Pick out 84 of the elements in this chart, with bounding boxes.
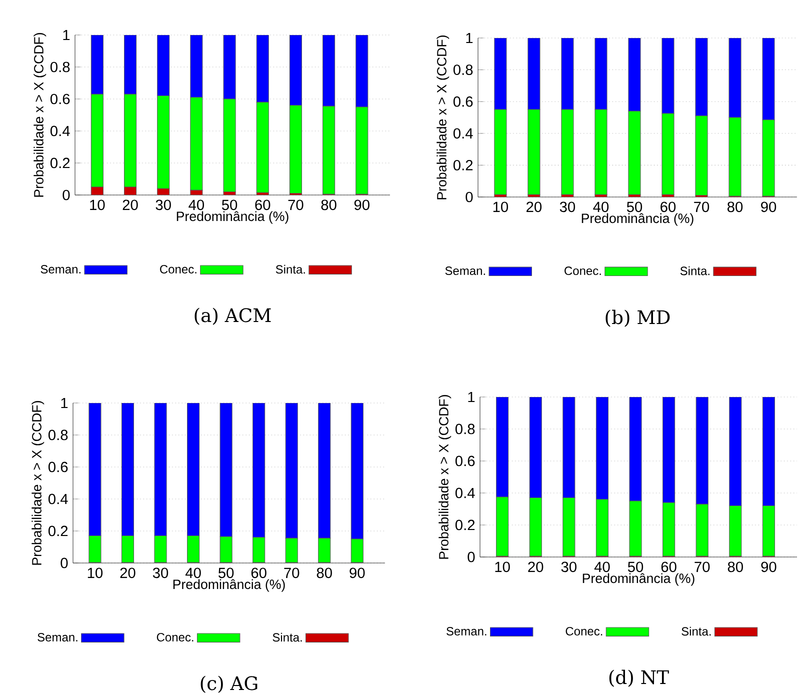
y-tick-label: 0.4 — [48, 494, 68, 504]
y-tick-label: 0.8 — [453, 64, 473, 75]
x-tick-label: 90 — [350, 568, 365, 578]
y-tick-label: 1 — [61, 398, 68, 408]
x-tick-label: 90 — [761, 202, 776, 212]
x-tick-label: 70 — [694, 202, 710, 212]
y-tick-label: 0 — [60, 558, 68, 568]
x-tick-label: 90 — [761, 562, 776, 572]
y-tick-label: 0.8 — [50, 62, 70, 72]
x-tick-label: 50 — [218, 568, 234, 578]
x-tick-label: 80 — [316, 568, 332, 578]
x-tick-label: 80 — [321, 200, 336, 210]
y-tick-label: 0.6 — [455, 456, 475, 466]
y-tick-label: 1 — [468, 392, 475, 402]
y-tick-label: 0.6 — [48, 462, 68, 472]
text: (b) MD — [606, 310, 670, 327]
y-tick-label: 0.6 — [453, 96, 473, 107]
y-tick-label: 1 — [466, 32, 473, 44]
x-tick-label: 40 — [594, 562, 610, 572]
x-tick-label: 40 — [593, 202, 609, 212]
x-tick-label: 10 — [88, 568, 103, 578]
x-tick-label: 90 — [354, 200, 370, 210]
legend-label: Conec. — [566, 626, 602, 636]
y-axis-title: Probabilidade x > X (CCDF) — [438, 395, 452, 559]
legend-label: Seman. — [446, 626, 486, 636]
y-tick-label: 0.2 — [453, 160, 473, 170]
text: (d) NT — [609, 670, 669, 687]
y-tick-label: 0.4 — [453, 128, 473, 139]
x-tick-label: 80 — [728, 562, 743, 572]
x-tick-label: 70 — [694, 562, 710, 572]
y-axis-title: Probabilidade x > X (CCDF) — [32, 401, 44, 565]
x-tick-label: 10 — [495, 562, 510, 572]
y-tick-label: 0.4 — [50, 126, 70, 136]
x-tick-label: 10 — [493, 202, 508, 212]
x-axis-title: Predominância (%) — [582, 213, 694, 226]
x-tick-label: 10 — [90, 200, 105, 210]
legend-label: Seman. — [445, 266, 485, 276]
y-tick-label: 0.8 — [455, 424, 475, 434]
x-tick-label: 60 — [255, 200, 270, 210]
y-tick-label: 0 — [468, 552, 475, 562]
legend-label: Sinta. — [276, 264, 305, 274]
y-tick-label: 0 — [466, 192, 473, 202]
y-tick-label: 0.4 — [455, 488, 475, 498]
y-tick-label: 0.8 — [48, 430, 68, 440]
y-axis-title: Probabilidade x > X (CCDF) — [34, 33, 46, 197]
legend-label: Seman. — [40, 264, 80, 274]
x-tick-label: 40 — [185, 568, 201, 578]
legend-label: Sinta. — [682, 626, 711, 636]
text: (a) ACM — [194, 308, 271, 325]
x-tick-label: 30 — [560, 202, 576, 212]
legend-label: Sinta. — [680, 266, 710, 276]
y-tick-label: 1 — [63, 30, 70, 40]
legend-label: Seman. — [38, 632, 78, 642]
x-tick-label: 50 — [222, 200, 238, 210]
x-axis-title: Predominância (%) — [582, 573, 694, 586]
x-tick-label: 80 — [727, 202, 743, 212]
x-axis-title: Predominância (%) — [176, 211, 288, 224]
y-tick-label: 0 — [62, 190, 70, 200]
legend-label: Conec. — [156, 632, 194, 642]
y-tick-label: 0.6 — [50, 94, 70, 104]
legend-label: Conec. — [160, 264, 196, 274]
y-tick-label: 0.2 — [50, 158, 70, 168]
x-tick-label: 20 — [526, 202, 542, 212]
x-tick-label: 60 — [251, 568, 266, 578]
x-tick-label: 70 — [284, 568, 300, 578]
legend-label: Conec. — [564, 266, 601, 276]
x-tick-label: 40 — [188, 200, 204, 210]
x-tick-label: 20 — [528, 562, 544, 572]
y-axis-title: Probabilidade x > X (CCDF) — [436, 36, 450, 200]
x-tick-label: 20 — [122, 200, 138, 210]
x-tick-label: 50 — [626, 202, 642, 212]
x-tick-label: 30 — [156, 200, 171, 210]
text: (c) AG — [200, 676, 258, 693]
x-tick-label: 50 — [628, 562, 644, 572]
y-tick-label: 0.2 — [48, 526, 68, 536]
x-tick-label: 60 — [661, 562, 676, 572]
x-tick-label: 30 — [152, 568, 168, 578]
x-tick-label: 70 — [288, 200, 304, 210]
y-tick-label: 0.2 — [455, 520, 475, 530]
x-tick-label: 20 — [120, 568, 136, 578]
x-tick-label: 60 — [660, 202, 676, 212]
x-axis-title: Predominância (%) — [173, 579, 285, 592]
x-tick-label: 30 — [561, 562, 576, 572]
legend-label: Sinta. — [272, 632, 302, 642]
